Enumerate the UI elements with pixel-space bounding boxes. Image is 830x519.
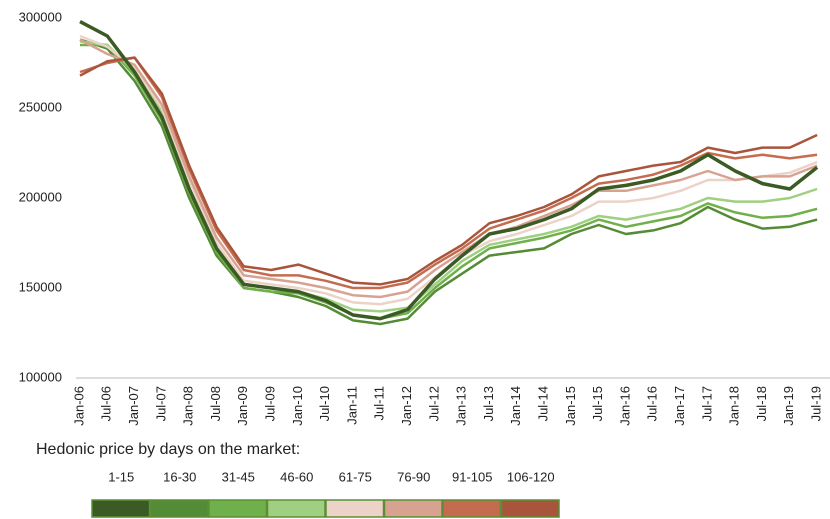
legend-swatch — [442, 499, 502, 518]
legend-swatch — [149, 499, 209, 518]
x-tick-label: Jul-12 — [426, 386, 441, 421]
legend-swatch — [266, 499, 326, 518]
x-tick-label: Jul-09 — [263, 386, 278, 421]
legend-label: 31-45 — [222, 469, 255, 484]
x-tick-label: Jan-19 — [781, 386, 796, 426]
x-tick-label: Jan-16 — [617, 386, 632, 426]
x-tick-label: Jan-13 — [454, 386, 469, 426]
x-tick-label: Jan-06 — [71, 386, 86, 426]
series-line — [79, 56, 818, 290]
x-tick-label: Jan-08 — [181, 386, 196, 426]
x-tick-label: Jan-15 — [563, 386, 578, 426]
x-tick-label: Jul-18 — [754, 386, 769, 421]
legend-label: 106-120 — [507, 469, 555, 484]
x-tick-label: Jul-17 — [699, 386, 714, 421]
x-tick-label: Jul-11 — [372, 386, 387, 420]
series-line — [79, 38, 818, 299]
legend-swatch — [208, 499, 268, 518]
x-tick-label: Jul-15 — [590, 386, 605, 421]
y-tick-label: 250000 — [19, 99, 62, 114]
x-tick-label: Jul-06 — [99, 386, 114, 421]
legend-label: 1-15 — [108, 469, 134, 484]
legend-label: 91-105 — [452, 469, 492, 484]
series-line — [79, 20, 819, 321]
legend-label: 76-90 — [397, 469, 430, 484]
legend-swatch — [325, 499, 385, 518]
legend-label: 16-30 — [163, 469, 196, 484]
x-tick-label: Jan-07 — [126, 386, 141, 426]
x-tick-label: Jan-17 — [672, 386, 687, 426]
x-tick-label: Jul-10 — [317, 386, 332, 421]
x-tick-label: Jul-19 — [809, 386, 824, 421]
x-tick-label: Jul-16 — [645, 386, 660, 421]
x-tick-label: Jul-07 — [153, 386, 168, 421]
legend-title: Hedonic price by days on the market: — [36, 441, 300, 458]
x-tick-label: Jan-10 — [290, 386, 305, 426]
x-tick-label: Jan-09 — [235, 386, 250, 426]
legend-swatch — [383, 499, 443, 518]
x-tick-label: Jul-08 — [208, 386, 223, 421]
y-tick-label: 150000 — [19, 279, 62, 294]
legend-swatch — [500, 499, 560, 518]
legend-swatch — [91, 499, 151, 518]
x-tick-label: Jan-11 — [344, 386, 359, 425]
y-tick-label: 100000 — [19, 369, 62, 384]
y-tick-label: 200000 — [19, 189, 62, 204]
legend-label: 46-60 — [280, 469, 313, 484]
y-tick-label: 300000 — [19, 9, 62, 24]
legend-label: 61-75 — [339, 469, 372, 484]
x-tick-label: Jan-14 — [508, 386, 523, 426]
series-line — [79, 56, 818, 286]
x-tick-label: Jul-13 — [481, 386, 496, 421]
x-tick-label: Jan-18 — [727, 386, 742, 426]
x-tick-label: Jan-12 — [399, 386, 414, 426]
x-tick-label: Jul-14 — [536, 386, 551, 421]
series-line — [79, 38, 818, 326]
